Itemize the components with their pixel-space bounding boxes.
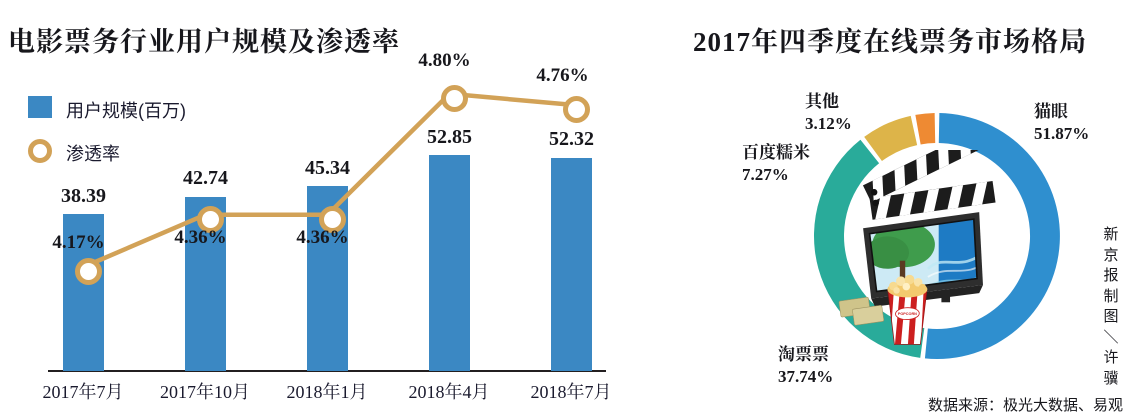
svg-text:POPCORN: POPCORN: [898, 312, 917, 316]
